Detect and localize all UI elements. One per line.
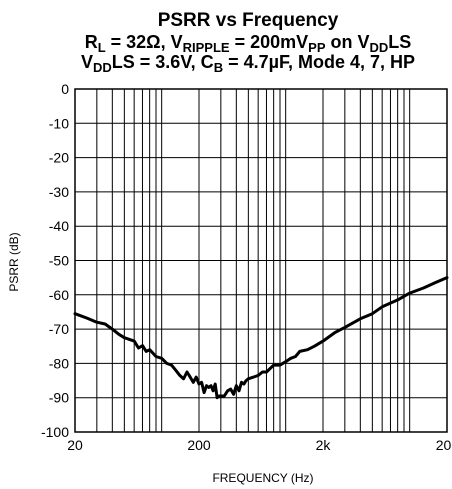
- chart-title: PSRR vs Frequency: [158, 10, 339, 31]
- x-tick-label: 200: [187, 437, 211, 453]
- x-axis-label: FREQUENCY (Hz): [212, 471, 313, 485]
- plot-frame: [74, 88, 448, 433]
- y-axis-label: PSRR (dB): [7, 232, 21, 291]
- y-tick-label: -80: [49, 355, 69, 371]
- grid: [74, 88, 448, 433]
- y-tick-label: -10: [49, 115, 69, 131]
- y-tick-label: -100: [41, 424, 69, 440]
- series-layer: [73, 276, 449, 400]
- x-tick-label: 20k: [436, 437, 452, 453]
- x-tick-label: 2k: [316, 437, 332, 453]
- psrr-series-line: [73, 276, 449, 400]
- y-tick-label: -90: [49, 390, 69, 406]
- x-tick-label: 20: [67, 437, 83, 453]
- y-tick-label: -60: [49, 287, 69, 303]
- y-tick-label: 0: [61, 81, 69, 97]
- y-tick-label: -70: [49, 321, 69, 337]
- y-tick-label: -30: [49, 184, 69, 200]
- chart-subtitle-line2: VDDLS = 3.6V, CB = 4.7µF, Mode 4, 7, HP: [81, 52, 415, 75]
- y-tick-label: -40: [49, 218, 69, 234]
- chart-subtitle-line1: RL = 32Ω, VRIPPLE = 200mVPP on VDDLS: [85, 32, 412, 55]
- y-tick-label: -20: [49, 150, 69, 166]
- y-tick-label: -50: [49, 253, 69, 269]
